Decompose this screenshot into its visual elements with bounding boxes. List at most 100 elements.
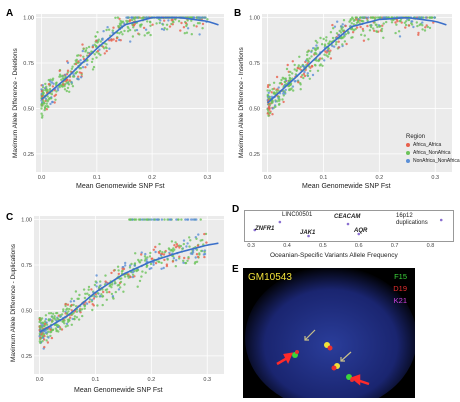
data-point [112,38,115,41]
signal-red [327,345,333,351]
data-point [313,63,317,67]
data-point [138,24,142,27]
data-point [172,247,175,250]
data-point [77,60,80,63]
data-point [47,336,50,339]
gene-label-duplications: duplications [396,220,428,226]
probe-label-f15: F15 [394,272,407,281]
data-point [316,69,320,73]
nucleus [245,268,415,398]
data-point [306,74,309,77]
data-point [41,321,44,324]
data-point [114,16,117,19]
data-point [271,113,274,116]
data-point [299,88,302,91]
data-point [63,88,67,91]
data-point [110,286,113,289]
data-point [49,78,52,81]
y-tick-label: 0.75 [249,61,260,67]
data-point [428,26,432,30]
data-point [85,47,88,50]
data-point [51,77,55,80]
data-point [281,98,284,101]
data-point [72,73,75,76]
data-point [129,218,132,221]
data-point [284,88,287,92]
x-tick-label: 0.0 [264,175,272,181]
scatter-plot: 0.0 0.1 0.2 0.3 1.00 0.75 0.50 0.25 [21,216,224,383]
data-point [50,81,54,84]
data-point [292,89,295,92]
data-point [69,316,72,319]
data-point [111,31,114,34]
panel-e-fish-image: GM10543 F15 D19 K21 [243,268,415,398]
gene-label-znfr1: ZNFR1 [255,226,275,232]
data-point [114,281,117,285]
data-point [182,261,185,264]
data-point [91,68,95,71]
data-point [380,29,383,33]
data-point [75,61,78,64]
data-point [331,23,334,27]
data-point [108,47,111,50]
data-point [174,265,177,268]
data-point [40,88,43,91]
data-point [40,104,43,107]
data-point [56,87,59,90]
data-point [84,49,88,52]
data-point [68,79,72,82]
data-point [87,45,91,49]
data-point [47,312,51,315]
data-point [151,257,154,260]
data-point [415,21,418,24]
data-point [84,292,87,295]
data-point [271,107,274,110]
data-point [47,105,50,109]
data-point [146,32,149,35]
legend-label: NonAfrica_NonAfrica [413,158,460,164]
data-point [165,23,169,26]
data-point [107,28,111,31]
data-point [398,35,402,38]
data-point [320,43,324,46]
data-point [78,293,81,297]
data-point [319,63,322,66]
data-point [70,67,74,71]
data-point [178,255,181,258]
panel-c: C Maximum Allele Difference - Duplicatio… [0,204,230,402]
panel-letter: C [6,212,14,223]
data-point [267,84,270,87]
data-point [74,305,78,308]
data-point [341,36,344,40]
data-point [364,16,367,19]
data-point [160,252,164,256]
data-point [417,31,420,35]
data-point [412,25,415,29]
y-tick-label: 1.00 [23,16,34,22]
data-point [50,330,53,333]
data-point [160,27,164,31]
data-point [181,247,184,250]
data-point [394,21,397,24]
data-point [121,20,125,23]
data-point [144,28,148,31]
data-point [177,20,181,23]
data-point [323,59,326,62]
data-point [105,28,108,32]
panel-letter: B [234,8,242,19]
data-point [303,74,307,78]
data-point [41,84,44,87]
data-point [394,31,397,35]
data-point [82,47,85,51]
data-point [182,239,186,242]
data-point [321,57,324,60]
data-point [418,23,421,27]
data-point [180,218,183,221]
nucleus-image [245,268,415,398]
data-point [70,297,73,300]
data-point [105,288,109,291]
plot-area [262,14,452,172]
data-point [111,29,115,32]
data-point [397,30,401,33]
x-tick-label: 0.2 [376,175,384,181]
